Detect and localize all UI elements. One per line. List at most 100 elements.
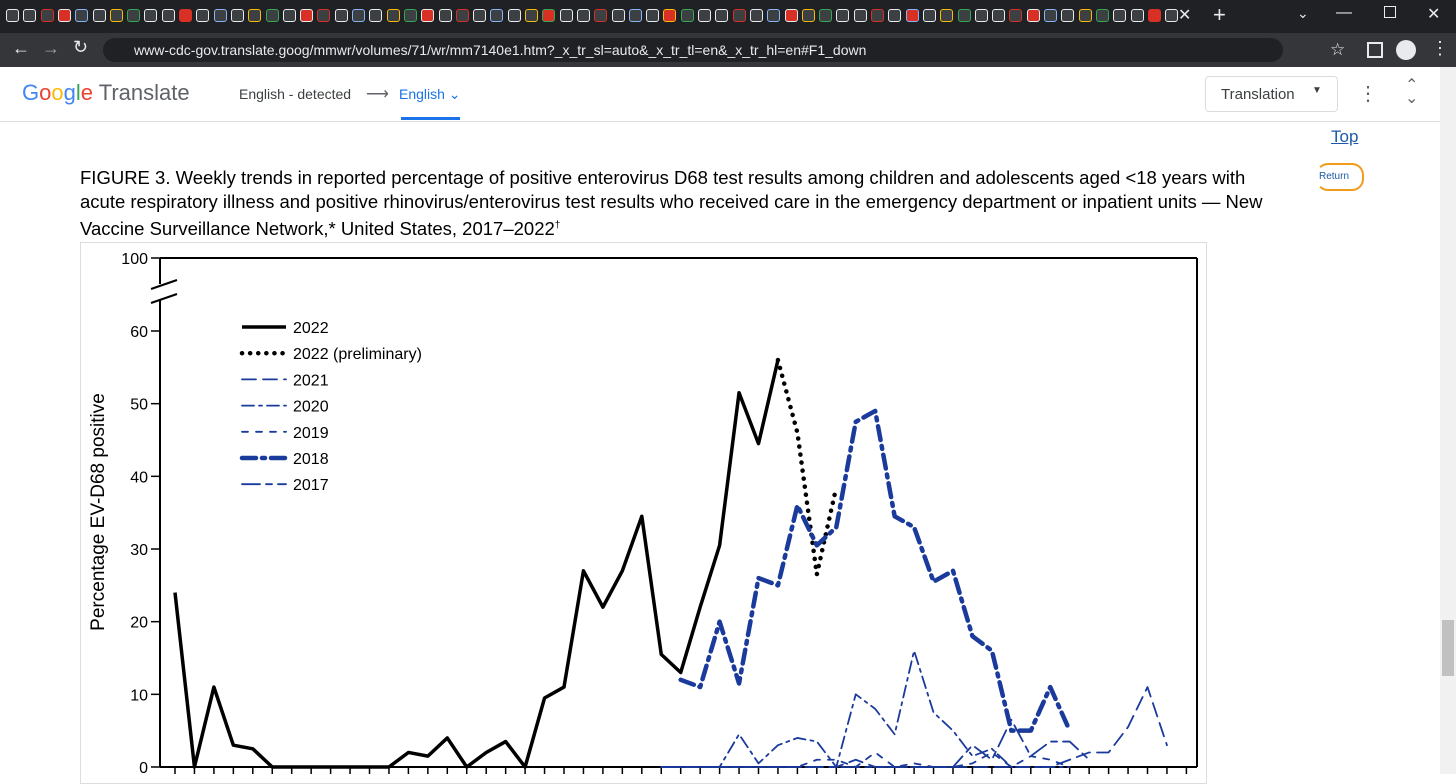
tab-icon[interactable] [594, 9, 608, 22]
tab-icon[interactable] [179, 9, 192, 22]
tab-icon[interactable] [230, 9, 244, 22]
options[interactable]: ⋮ [1358, 83, 1378, 105]
tab-icon[interactable] [23, 9, 37, 22]
tab-icon[interactable] [1095, 9, 1109, 22]
tab-icon[interactable] [369, 9, 383, 22]
tab-icon[interactable] [57, 9, 71, 22]
tab-icon[interactable] [698, 9, 711, 22]
maximize[interactable] [1384, 6, 1396, 18]
close-tab[interactable]: ✕ [1178, 7, 1192, 24]
tab-icon[interactable] [940, 9, 954, 22]
tab-icon[interactable] [75, 9, 89, 22]
tab-icon[interactable] [1061, 9, 1075, 22]
y-axis-label: Percentage EV-D68 positive [88, 393, 109, 631]
top-link[interactable]: Top [1331, 127, 1359, 146]
tab-icon[interactable] [784, 9, 798, 22]
tab-icon[interactable] [1078, 9, 1092, 22]
tab-icon[interactable] [680, 9, 694, 22]
tab-icon[interactable] [801, 9, 815, 22]
tab-icon[interactable] [628, 9, 642, 22]
tab-icon[interactable] [473, 9, 487, 22]
tab-icon[interactable] [282, 9, 296, 22]
tab-icon[interactable] [352, 9, 365, 22]
close-window[interactable]: ✕ [1427, 6, 1441, 23]
scrollbar[interactable] [1440, 67, 1456, 774]
tab-icon[interactable] [6, 9, 19, 22]
tab-icon[interactable] [196, 9, 210, 22]
return-button[interactable]: Return [1316, 163, 1364, 191]
view-mode[interactable]: Translation [1221, 86, 1295, 103]
omnibox[interactable] [103, 38, 1283, 62]
tab-icon[interactable] [455, 9, 469, 22]
tab-icon[interactable] [905, 9, 919, 22]
tab-icon[interactable] [732, 9, 746, 22]
tab-icon[interactable] [1009, 9, 1023, 22]
tab-icon[interactable] [438, 9, 452, 22]
collapse[interactable]: ⌃ ⌄ [1405, 77, 1419, 107]
menu[interactable]: ⋮ [1431, 38, 1449, 58]
tab-icon[interactable] [317, 9, 331, 22]
tab-icon[interactable] [542, 9, 556, 22]
tab-icon[interactable] [1130, 9, 1144, 22]
tab-icon[interactable] [646, 9, 660, 22]
tab-icon[interactable] [92, 9, 106, 22]
forward[interactable]: → [42, 38, 60, 58]
tab-icon[interactable] [767, 9, 781, 22]
tab-icon[interactable] [715, 9, 729, 22]
tab-icon[interactable] [109, 9, 123, 22]
tab-icon[interactable] [871, 9, 884, 22]
profile[interactable] [1396, 40, 1416, 60]
tab-icon[interactable] [1165, 9, 1179, 22]
tab-icon[interactable] [1044, 9, 1057, 22]
tab-icon[interactable] [334, 9, 348, 22]
tab-icon[interactable] [161, 9, 175, 22]
tab-icon[interactable] [490, 9, 504, 22]
source-language[interactable]: English - detected [239, 86, 352, 102]
target-language-text[interactable]: English [399, 86, 445, 102]
view-select[interactable]: Translation ▼ [1205, 76, 1338, 112]
minimize[interactable]: — [1336, 4, 1352, 21]
tab-icon[interactable] [127, 9, 141, 22]
legend-label: 2017 [293, 477, 329, 494]
scroll-thumb[interactable] [1442, 620, 1454, 676]
tab-icon[interactable] [559, 9, 573, 22]
tab-icon[interactable] [663, 9, 677, 22]
tab-icon[interactable] [144, 9, 158, 22]
tab-icon[interactable] [888, 9, 902, 22]
tab-icon[interactable] [403, 9, 417, 22]
url[interactable]: www-cdc-gov.translate.goog/mmwr/volumes/… [134, 42, 867, 58]
tab-icon[interactable] [248, 9, 262, 22]
new-tab[interactable]: + [1213, 2, 1226, 27]
tab-icon[interactable] [421, 9, 435, 22]
series-line [660, 751, 1071, 768]
tab-icon[interactable] [525, 9, 538, 22]
return-link[interactable]: Return [1319, 171, 1350, 182]
tab-icon[interactable] [611, 9, 625, 22]
tab-icon[interactable] [992, 9, 1006, 22]
tab-search[interactable]: ⌄ [1297, 5, 1309, 21]
tab-icon[interactable] [922, 9, 936, 22]
side-panel[interactable] [1367, 42, 1383, 58]
tab-icon[interactable] [1026, 9, 1040, 22]
target-language[interactable]: English ⌄ [399, 86, 461, 102]
tab-icon[interactable] [300, 9, 314, 22]
tab-icon[interactable] [507, 9, 521, 22]
y-tick-label: 100 [121, 251, 148, 268]
tab-icon[interactable] [974, 9, 988, 22]
bookmark[interactable]: ☆ [1330, 40, 1346, 59]
tab-icon[interactable] [853, 9, 867, 22]
tab-icon[interactable] [1113, 9, 1127, 22]
tab-icon[interactable] [836, 9, 850, 22]
chart: 0 10 20 30 40 50 60 100 Percentage EV-D68 positi… [88, 251, 1198, 774]
tab-icon[interactable] [1147, 9, 1161, 22]
back[interactable]: ← [12, 38, 30, 58]
reload[interactable]: ↻ [73, 37, 89, 57]
tab-icon[interactable] [819, 9, 833, 22]
tab-icon[interactable] [749, 9, 763, 22]
tab-icon[interactable] [576, 9, 590, 22]
tab-icon[interactable] [265, 9, 279, 22]
tab-icon[interactable] [213, 9, 227, 22]
tab-icon[interactable] [40, 9, 54, 22]
tab-icon[interactable] [957, 9, 971, 22]
tab-icon[interactable] [386, 9, 400, 22]
